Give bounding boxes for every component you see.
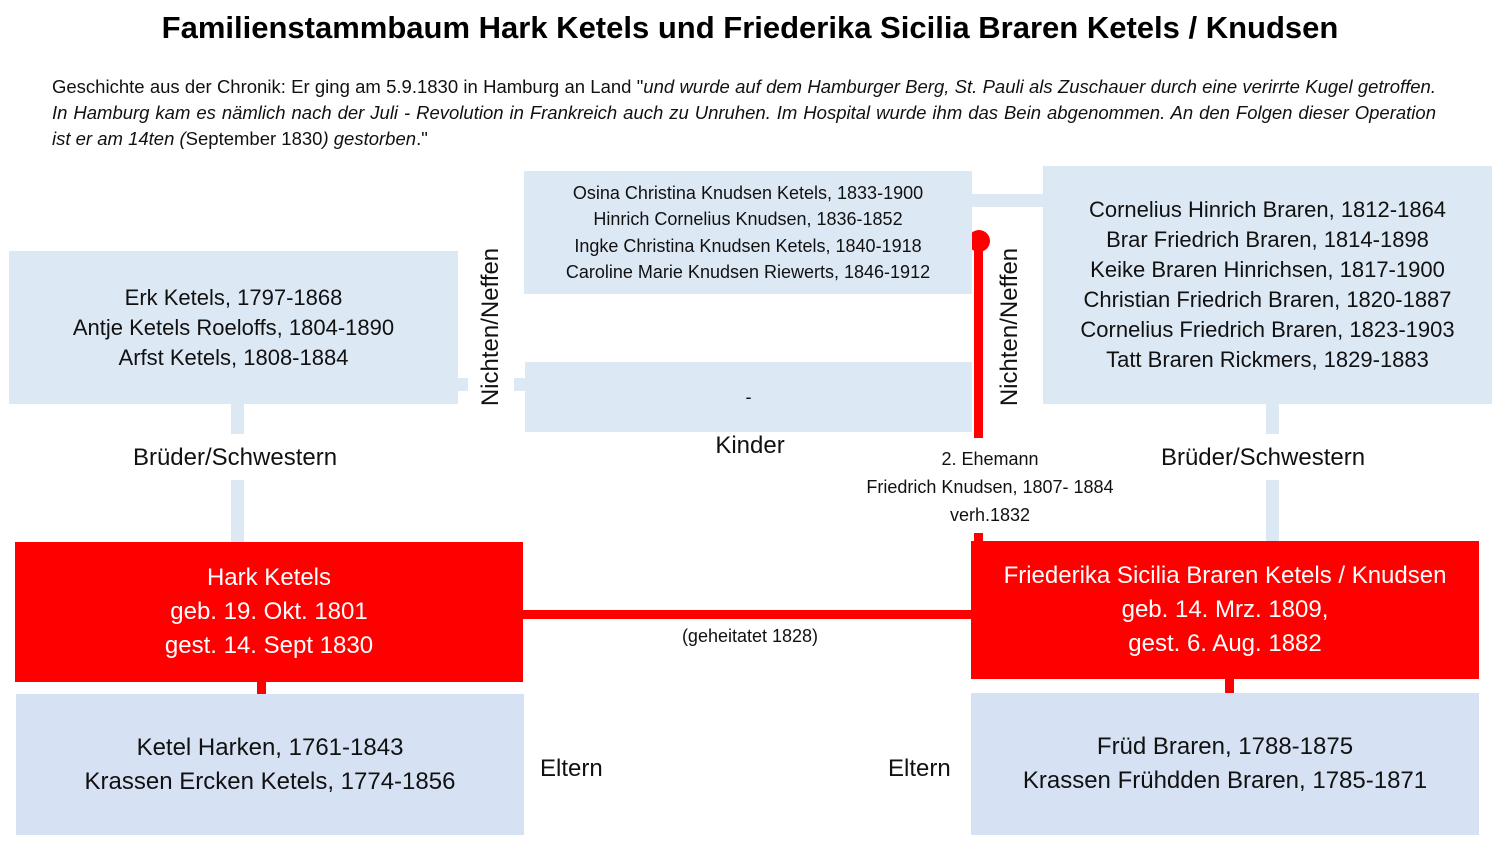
child-entry: Caroline Marie Knudsen Riewerts, 1846-19…: [565, 262, 931, 282]
sibling-right-entry: Brar Friedrich Braren, 1814-1898: [1106, 227, 1429, 252]
connector-right-parents: [1225, 679, 1234, 693]
second-husband-line: verh.1832: [949, 505, 1031, 525]
chronicle-intro: Geschichte aus der Chronik: Er ging am 5…: [52, 76, 644, 97]
person-hark-ketels: Hark Ketels geb. 19. Okt. 1801 gest. 14.…: [15, 542, 523, 682]
parent-left-entry: Ketel Harken, 1761-1843: [136, 733, 404, 761]
page-title: Familienstammbaum Hark Ketels und Friede…: [161, 10, 1339, 45]
parent-left-entry: Krassen Ercken Ketels, 1774-1856: [84, 767, 456, 795]
person-right-line: geb. 14. Mrz. 1809,: [1121, 596, 1329, 623]
child-entry: Osina Christina Knudsen Ketels, 1833-190…: [572, 182, 924, 203]
nichten-neffen-label-left: Nichten/Neffen: [477, 247, 504, 407]
sibling-left-entry: Erk Ketels, 1797-1868: [124, 284, 343, 310]
parent-right-entry: Krassen Frühdden Braren, 1785-1871: [1022, 767, 1428, 794]
sibling-left-entry: Antje Ketels Roeloffs, 1804-1890: [72, 314, 395, 340]
connector-left-sibling: [231, 404, 244, 434]
sibling-right-entry: Christian Friedrich Braren, 1820-1887: [1083, 287, 1452, 312]
person-right-line: Friederika Sicilia Braren Ketels / Knuds…: [1003, 562, 1447, 589]
siblings-label-right: Brüder/Schwestern: [1160, 444, 1366, 471]
marriage-label: (geheitatet 1828): [681, 626, 819, 646]
sibling-right-entry: Keike Braren Hinrichsen, 1817-1900: [1090, 257, 1445, 282]
second-husband-info: 2. Ehemann Friedrich Knudsen, 1807- 1884…: [840, 445, 1140, 529]
child-entry: Hinrich Cornelius Knudsen, 1836-1852: [593, 209, 903, 229]
chronicle-text: Geschichte aus der Chronik: Er ging am 5…: [52, 74, 1436, 152]
second-husband-line: Friedrich Knudsen, 1807- 1884: [866, 477, 1114, 497]
parents-left-box: Ketel Harken, 1761-1843 Krassen Ercken K…: [16, 694, 524, 835]
parents-label-right: Eltern: [888, 755, 951, 782]
person-left-line: gest. 14. Sept 1830: [164, 632, 374, 659]
connector-mid-left-b: [514, 378, 526, 391]
sibling-right-entry: Tatt Braren Rickmers, 1829-1883: [1106, 347, 1429, 372]
child-entry: Ingke Christina Knudsen Ketels, 1840-191…: [574, 235, 922, 256]
kinder-label: Kinder: [715, 432, 785, 459]
parents-right-box: Früd Braren, 1788-1875 Krassen Frühdden …: [971, 693, 1479, 835]
sibling-right-entry: Cornelius Hinrich Braren, 1812-1864: [1088, 197, 1447, 222]
chronicle-quote-end: ) gestorben: [322, 128, 417, 149]
second-marriage-stub: [974, 533, 983, 543]
parents-label-left: Eltern: [540, 755, 603, 782]
second-husband-line: 2. Ehemann: [941, 449, 1039, 469]
connector-right-sibling-lower: [1266, 480, 1279, 542]
chronicle-close: .": [416, 128, 428, 149]
connector-left-sibling-lower: [231, 480, 244, 542]
connector-mid-left-a: [458, 378, 468, 391]
siblings-label-left: Brüder/Schwestern: [132, 444, 338, 471]
chronicle-quote: und wurde auf dem Hamburger Berg, St. Pa…: [52, 76, 1436, 149]
parent-right-entry: Früd Braren, 1788-1875: [1096, 733, 1354, 760]
knudsen-children-box: Osina Christina Knudsen Ketels, 1833-190…: [524, 171, 972, 294]
second-marriage-dot: [968, 230, 990, 252]
person-left-line: geb. 19. Okt. 1801: [170, 598, 368, 625]
nichten-neffen-label-right: Nichten/Neffen: [996, 247, 1023, 407]
siblings-left-box: Erk Ketels, 1797-1868 Antje Ketels Roelo…: [9, 251, 458, 404]
ketels-children-value: -: [745, 386, 752, 407]
person-left-line: Hark Ketels: [206, 564, 332, 591]
sibling-right-entry: Cornelius Friedrich Braren, 1823-1903: [1080, 317, 1455, 342]
person-right-line: gest. 6. Aug. 1882: [1128, 630, 1322, 657]
sibling-left-entry: Arfst Ketels, 1808-1884: [118, 344, 349, 370]
person-friederika-braren: Friederika Sicilia Braren Ketels / Knuds…: [971, 541, 1479, 679]
connector-left-parents: [257, 682, 266, 694]
marriage-line: [523, 610, 973, 619]
chronicle-date: September 1830: [185, 128, 323, 149]
connector-right-sibling: [1266, 404, 1279, 434]
siblings-right-box: Cornelius Hinrich Braren, 1812-1864 Brar…: [1043, 166, 1492, 404]
ketels-children-box: -: [525, 362, 972, 432]
second-marriage-line: [974, 238, 983, 438]
connector-top-right: [972, 194, 1044, 207]
